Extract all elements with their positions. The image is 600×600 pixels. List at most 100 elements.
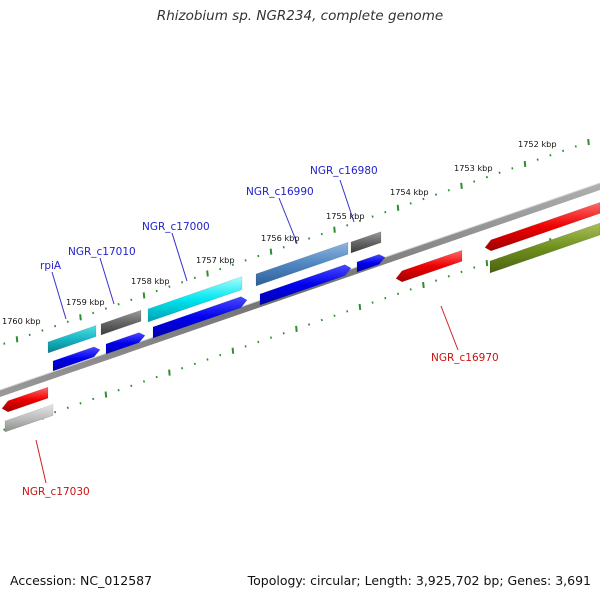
cds-NGR_c16990[interactable]	[259, 264, 352, 306]
scale-label-1758: 1758 kbp	[131, 276, 170, 286]
map-title: Rhizobium sp. NGR234, complete genome	[156, 8, 444, 24]
tick-mark	[41, 329, 44, 332]
leader-lines	[35, 179, 459, 484]
tick-mark	[523, 160, 527, 168]
scale-label-1759: 1759 kbp	[66, 297, 105, 307]
gene-label-NGR_c17000[interactable]: NGR_c17000	[142, 221, 210, 233]
gene-NGR_c17000-feature[interactable]	[147, 276, 243, 323]
tick-mark	[66, 320, 69, 323]
tick-mark	[346, 310, 349, 313]
gene-label-NGR_c16970[interactable]: NGR_c16970	[431, 352, 499, 364]
tick-mark	[320, 318, 323, 322]
tick-mark	[28, 333, 31, 337]
tick-mark	[92, 397, 95, 401]
scale-label-1755: 1755 kbp	[326, 211, 365, 221]
cds-NGR_c17000[interactable]	[152, 296, 248, 339]
tick-mark	[142, 292, 146, 299]
scale-label-1756: 1756 kbp	[261, 233, 300, 243]
tick-mark	[511, 167, 514, 170]
gene-NGR_c17030-cds[interactable]	[4, 404, 54, 433]
gene-label-NGR_c17010[interactable]: NGR_c17010	[68, 246, 136, 258]
tick-mark	[422, 197, 425, 201]
tick-mark	[244, 345, 247, 348]
gene-NGR_c16980-feature[interactable]	[350, 231, 382, 254]
gene-NGR_c17030-feature[interactable]	[1, 386, 49, 413]
tick-mark	[142, 380, 146, 383]
gene-right-olive-feature[interactable]	[489, 222, 600, 274]
tick-mark	[168, 285, 171, 288]
tick-mark	[168, 369, 171, 376]
tick-mark	[155, 375, 158, 379]
tick-mark	[435, 279, 438, 282]
tick-mark	[104, 391, 108, 398]
tick-mark	[79, 314, 82, 321]
tick-mark	[384, 210, 387, 214]
tick-mark	[371, 215, 374, 218]
tick-mark	[346, 224, 349, 227]
cds-NGR_c16980[interactable]	[356, 254, 386, 273]
tick-mark	[181, 281, 184, 284]
tick-mark	[498, 171, 501, 174]
tick-mark	[54, 324, 57, 328]
tick-mark	[396, 292, 400, 296]
gene-label-NGR_c16990[interactable]: NGR_c16990	[246, 186, 314, 198]
gene-NGR_c17010-feature[interactable]	[100, 309, 142, 336]
tick-mark	[371, 301, 374, 304]
tick-mark	[231, 263, 234, 266]
tick-mark	[66, 406, 69, 409]
accession-text: Accession: NC_012587	[10, 573, 153, 588]
tick-mark	[219, 267, 222, 271]
tick-mark	[460, 270, 463, 274]
tick-mark	[473, 266, 476, 269]
gene-label-NGR_c16980[interactable]: NGR_c16980	[310, 165, 378, 177]
tick-mark	[447, 189, 450, 192]
tick-mark	[587, 138, 590, 146]
gene-label-NGR_c17030[interactable]: NGR_c17030	[22, 486, 90, 498]
scale-label-1757: 1757 kbp	[196, 255, 235, 265]
tick-mark	[384, 296, 387, 300]
scale-label-1760: 1760 kbp	[2, 316, 41, 326]
tick-mark	[257, 340, 260, 344]
tick-mark	[358, 303, 362, 311]
tick-mark	[117, 388, 120, 392]
tick-mark	[231, 347, 235, 354]
tick-mark	[206, 270, 209, 277]
tick-mark	[155, 289, 158, 293]
tick-mark	[193, 362, 196, 366]
tick-mark	[269, 336, 273, 339]
tick-mark	[3, 342, 6, 345]
cds-NGR_c17010[interactable]	[105, 332, 146, 355]
tick-mark	[282, 331, 285, 335]
tick-mark	[130, 384, 133, 388]
tick-mark	[358, 219, 361, 223]
tick-mark	[460, 182, 463, 189]
tick-mark	[473, 180, 476, 183]
gene-NGR_c16990-feature[interactable]	[255, 241, 349, 287]
tick-mark	[244, 259, 247, 262]
tick-mark	[181, 367, 184, 370]
tick-mark	[333, 226, 336, 233]
gene-rpiA-feature[interactable]	[47, 325, 97, 354]
tick-mark	[79, 402, 82, 405]
tick-mark	[409, 288, 412, 291]
tick-mark	[574, 145, 577, 148]
tick-mark	[219, 353, 222, 357]
tick-mark	[117, 302, 120, 306]
gene-NGR_c16970-feature[interactable]	[395, 249, 463, 283]
scale-label-1754: 1754 kbp	[390, 187, 429, 197]
tick-mark	[206, 358, 209, 361]
gene-label-rpiA[interactable]: rpiA	[40, 260, 62, 272]
tick-mark	[396, 204, 400, 211]
gene-right-red-feature[interactable]	[484, 202, 600, 252]
tick-mark	[282, 245, 285, 249]
tick-mark	[333, 314, 336, 317]
top-tick-track	[3, 138, 590, 345]
scale-label-1752: 1752 kbp	[518, 139, 557, 149]
tick-mark	[422, 281, 425, 289]
tick-mark	[536, 158, 539, 161]
tick-mark	[308, 323, 311, 326]
cds-rpiA[interactable]	[52, 346, 101, 372]
tick-mark	[92, 311, 95, 315]
